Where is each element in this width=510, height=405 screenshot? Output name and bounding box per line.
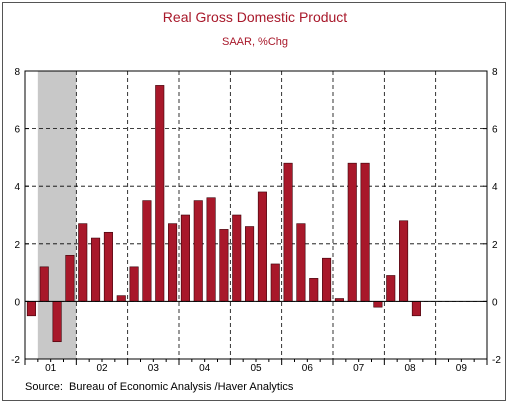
y-tick-label-left: 2 xyxy=(14,240,20,251)
y-tick-label-right: 6 xyxy=(492,125,498,136)
bar xyxy=(91,237,101,302)
chart-subtitle: SAAR, %Chg xyxy=(221,36,289,48)
bar xyxy=(360,162,370,302)
bar xyxy=(206,197,216,302)
y-tick-label-left: 0 xyxy=(14,297,20,308)
x-tick-label: 03 xyxy=(148,363,160,374)
bar xyxy=(411,301,421,317)
y-tick-label-left: 6 xyxy=(14,125,20,136)
x-tick-label: 04 xyxy=(199,363,211,374)
y-tick-label-left: -2 xyxy=(11,355,20,366)
y-tick-label-left: 8 xyxy=(14,67,20,78)
bar xyxy=(399,220,409,302)
bar xyxy=(283,162,293,302)
x-tick-label: 01 xyxy=(45,363,57,374)
bar xyxy=(270,263,280,302)
bar xyxy=(129,266,139,302)
bar xyxy=(26,301,36,317)
bar xyxy=(232,214,242,302)
y-tick-label-right: 0 xyxy=(492,297,498,308)
bar xyxy=(193,200,203,302)
bar xyxy=(103,231,113,302)
bar xyxy=(52,301,62,343)
y-tick-label-right: 2 xyxy=(492,240,498,251)
x-tick-label: 07 xyxy=(353,363,365,374)
bar-chart: -2 -20 02 24 46 68 801 02 03 04 05 06 07 08 09 xyxy=(11,67,501,374)
bar xyxy=(347,162,357,302)
bar xyxy=(322,257,332,302)
source-note: Source: Bureau of Economic Analysis /Hav… xyxy=(25,381,294,393)
bar xyxy=(180,214,190,302)
y-tick-label-right: -2 xyxy=(492,355,501,366)
y-tick-label-right: 8 xyxy=(492,67,498,78)
bar xyxy=(219,229,229,302)
bar xyxy=(386,275,396,302)
bar xyxy=(296,223,306,302)
x-tick-label: 06 xyxy=(302,363,314,374)
bar xyxy=(373,301,383,308)
x-tick-label: 02 xyxy=(96,363,108,374)
bar xyxy=(39,266,49,302)
chart-frame: -2 -2 0 0 2 2 4 4 6 6 8 8 01 02 03 04 05 06 07 08 09 Real Gr… xyxy=(2,2,506,401)
y-tick-label-right: 4 xyxy=(492,182,498,193)
bar xyxy=(309,278,319,302)
chart-title: Real Gross Domestic Product xyxy=(162,9,348,25)
bar xyxy=(155,85,165,302)
y-tick-label-left: 4 xyxy=(14,182,20,193)
x-tick-label: 05 xyxy=(250,363,262,374)
bar xyxy=(257,191,267,302)
bar xyxy=(65,255,75,302)
bar xyxy=(245,226,255,302)
x-tick-label: 08 xyxy=(404,363,416,374)
x-tick-label: 09 xyxy=(456,363,468,374)
bar xyxy=(142,200,152,302)
bar xyxy=(116,295,126,302)
bar xyxy=(78,223,88,302)
bar xyxy=(168,223,178,302)
